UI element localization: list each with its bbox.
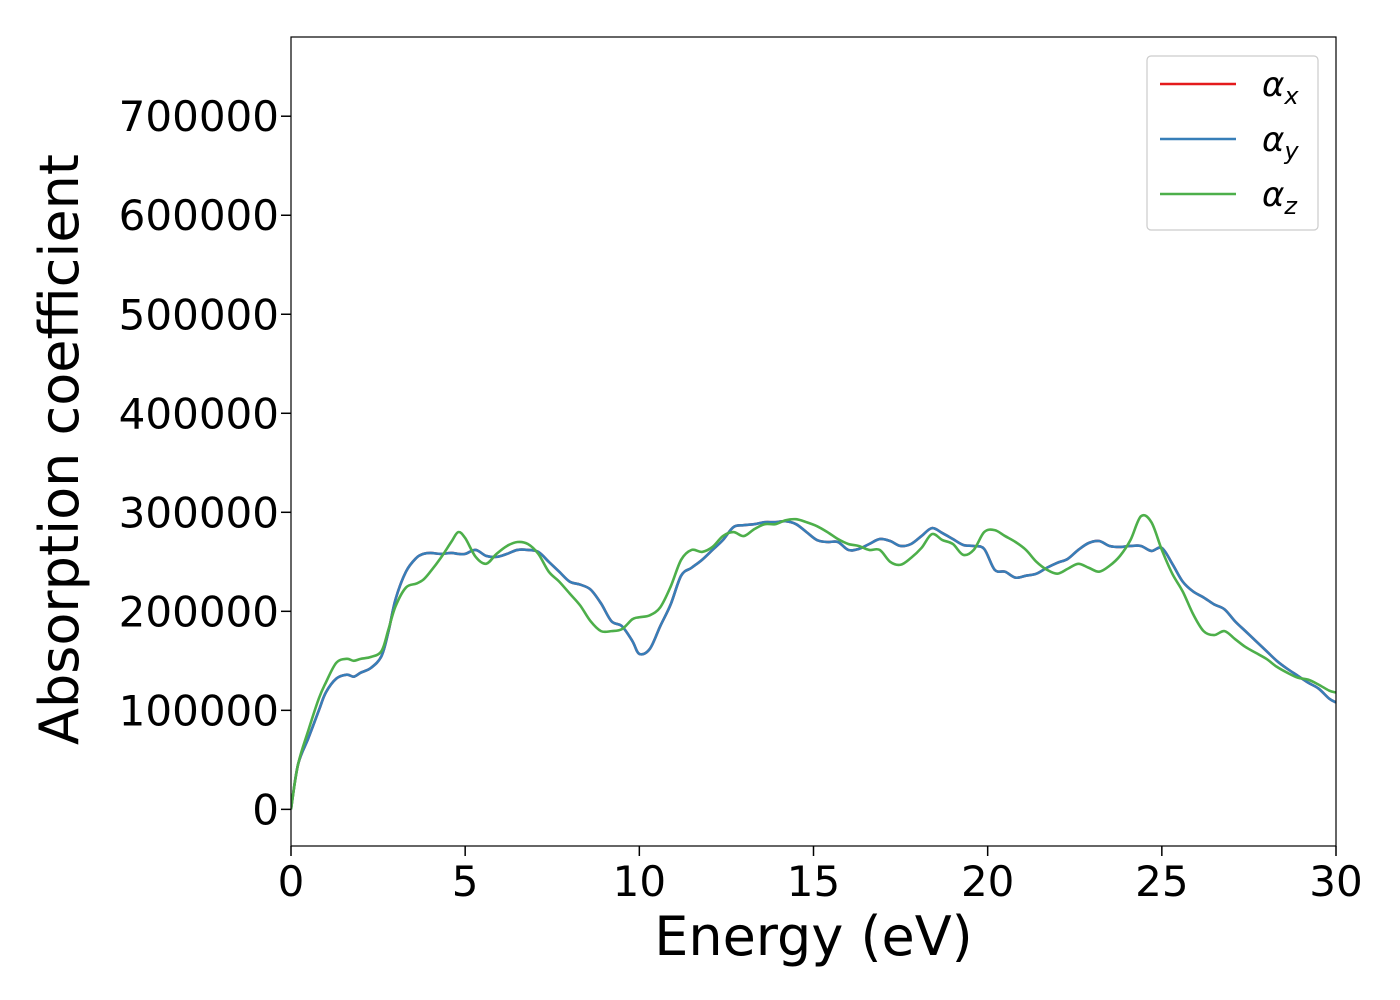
x-axis-label: Energy (eV) [654,905,973,968]
x-axis-ticks: 0 5 10 15 20 25 30 [278,846,1363,906]
legend-label: αx [1262,65,1299,110]
y-axis-label: Absorption coefficient [28,154,91,745]
y-axis-ticks: 0 100000 200000 300000 400000 500000 600000 700… [119,92,291,834]
series-line-2 [291,519,1336,810]
legend: αx αy αz [1146,55,1319,231]
legend-label: αy [1262,120,1299,165]
y-tick-label: 500000 [119,290,279,339]
y-tick-label: 600000 [119,191,279,240]
x-tick-label: 20 [961,857,1014,906]
plot-area [291,513,1336,810]
legend-label: αz [1262,175,1298,220]
y-tick-label: 200000 [119,587,279,636]
y-tick-label: 300000 [119,488,279,537]
x-tick-label: 30 [1309,857,1362,906]
y-tick-label: 700000 [119,92,279,141]
y-tick-label: 0 [252,785,279,834]
x-tick-label: 10 [613,857,666,906]
x-tick-label: 0 [278,857,305,906]
x-tick-label: 25 [1135,857,1188,906]
series-line-1 [291,519,1336,810]
y-tick-label: 400000 [119,389,279,438]
y-tick-label: 100000 [119,686,279,735]
x-tick-label: 5 [452,857,479,906]
x-tick-label: 15 [787,857,840,906]
plot-frame [290,36,1337,847]
legend-box [1146,55,1319,231]
series-line-3 [291,513,1336,810]
